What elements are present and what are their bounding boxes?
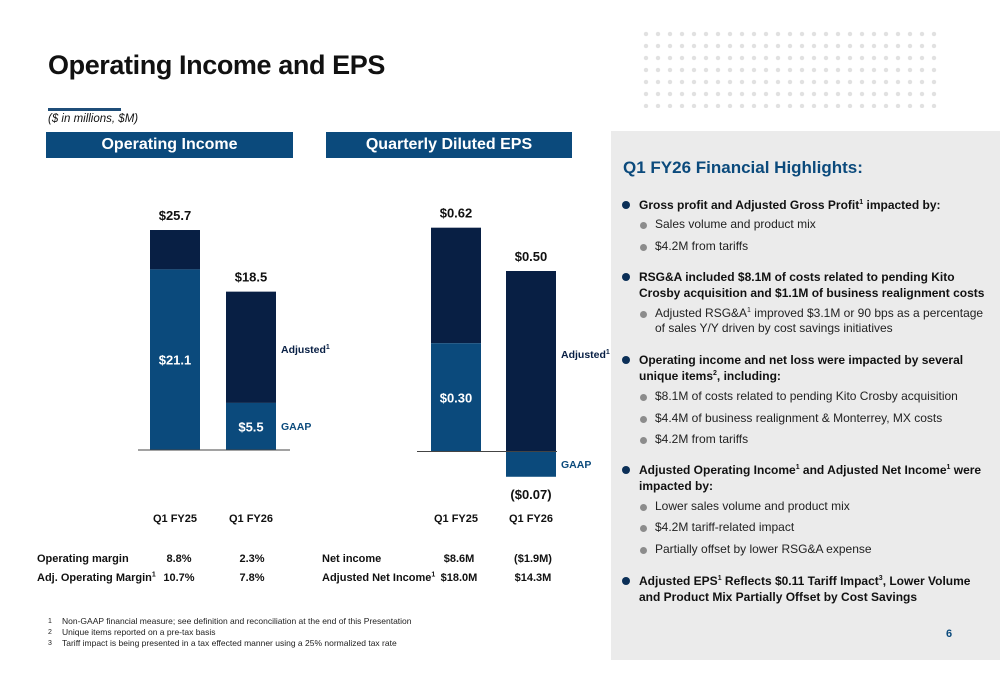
highlight-sub-item-1-0: Adjusted RSG&A1 improved $3.1M or 90 bps… [655, 306, 984, 335]
eps-gaap-label-1: ($0.07) [510, 487, 551, 502]
footnote-text: Tariff impact is being presented in a ta… [62, 638, 397, 648]
highlight-item-0: Gross profit and Adjusted Gross Profit1 … [639, 198, 941, 212]
highlight-bullet [622, 356, 630, 364]
operating-income-banner: Operating Income [46, 132, 293, 158]
highlight-sub-item-0-1: $4.2M from tariffs [655, 239, 749, 253]
highlight-sub-item-0-0: Sales volume and product mix [655, 217, 816, 231]
footnote-2: 2 Unique items reported on a pre-tax basi… [48, 627, 412, 638]
footnote-1: 1 Non-GAAP financial measure; see definit… [48, 616, 412, 627]
highlight-sub-item-3-1: $4.2M tariff-related impact [655, 520, 795, 534]
highlight-bullet [622, 577, 630, 585]
footnote-text: Unique items reported on a pre-tax basis [62, 627, 216, 637]
oi-category-label-0: Q1 FY25 [153, 513, 197, 525]
sub-bullet [640, 244, 647, 251]
footnotes: 1 Non-GAAP financial measure; see definit… [48, 616, 412, 649]
footnote-number: 2 [48, 629, 52, 636]
eps-total-label-0: $0.62 [440, 206, 473, 221]
eps-category-label-0: Q1 FY25 [434, 513, 478, 525]
eps-category-label-1: Q1 FY26 [509, 513, 553, 525]
charts-canvas: $25.7 $21.1 Q1 FY25 $18.5 $5.5 Q1 FY26 Adjuste… [138, 206, 610, 525]
highlight-sub-item-3-2: Partially offset by lower RSG&A expense [655, 542, 872, 556]
op-metric-value-q1fy26-0: 2.3% [239, 553, 265, 565]
highlight-bullet [622, 466, 630, 474]
ni-metric-label-0: Net income [322, 553, 382, 565]
oi-total-label-1: $18.5 [235, 270, 268, 285]
eps-legend-adjusted: Adjusted1 [561, 349, 610, 361]
ni-metric-value-q1fy26-0: ($1.9M) [514, 553, 552, 565]
page-number: 6 [946, 628, 953, 640]
highlight-sub-item-3-0: Lower sales volume and product mix [655, 499, 850, 513]
oi-bar-adjusted-0 [150, 230, 200, 270]
sub-bullet [640, 437, 647, 444]
sub-bullet [640, 311, 647, 318]
ni-metric-value-q1fy26-1: $14.3M [514, 572, 552, 584]
op-metric-value-q1fy26-1: 7.8% [239, 572, 265, 584]
eps-bar-adjusted-1 [506, 271, 556, 452]
oi-total-label-0: $25.7 [159, 208, 192, 223]
sub-bullet [640, 416, 647, 423]
footnote-number: 1 [48, 618, 52, 625]
oi-legend-gaap: GAAP [281, 421, 311, 433]
footnote-3: 3 Tariff impact is being presented in a t… [48, 638, 412, 649]
highlights-title: Q1 FY26 Financial Highlights: [623, 158, 863, 177]
highlight-sub-item-2-0: $8.1M of costs related to pending Kito C… [655, 389, 958, 403]
highlight-sub-item-2-2: $4.2M from tariffs [655, 432, 749, 446]
ni-metric-label-1: Adjusted Net Income1 [322, 571, 436, 584]
oi-bar-gaap-1 [226, 402, 276, 450]
eps-bar-gaap-1 [506, 451, 556, 477]
op-metric-label-1: Adj. Operating Margin1 [37, 571, 156, 584]
highlights-panel: Q1 FY26 Financial Highlights: Gross prof… [611, 131, 1000, 660]
oi-gaap-label-1: $5.5 [238, 419, 263, 434]
eps-total-label-1: $0.50 [515, 249, 548, 264]
subtitle-rule [48, 108, 121, 111]
ni-metric-value-q1fy25-1: $18.0M [440, 572, 478, 584]
footnote-text: Non-GAAP financial measure; see definiti… [62, 616, 412, 626]
footnote-number: 3 [48, 640, 52, 647]
op-metric-label-0: Operating margin [37, 553, 129, 565]
oi-gaap-label-0: $21.1 [159, 353, 192, 368]
oi-category-label-1: Q1 FY26 [229, 513, 273, 525]
highlight-bullet [622, 273, 630, 281]
highlight-item-1: RSG&A included $8.1M of costs related to… [639, 270, 985, 300]
eps-banner: Quarterly Diluted EPS [326, 132, 572, 158]
highlight-sub-item-2-1: $4.4M of business realignment & Monterre… [655, 411, 943, 425]
sub-bullet [640, 547, 647, 554]
oi-bar-adjusted-1 [226, 291, 276, 403]
ni-metric-value-q1fy25-0: $8.6M [443, 553, 475, 565]
sub-bullet [640, 504, 647, 511]
eps-bar-adjusted-0 [431, 227, 481, 344]
eps-gaap-label-0: $0.30 [440, 390, 473, 405]
highlight-item-4: Adjusted EPS1 Reflects $0.11 Tariff Impa… [639, 574, 971, 604]
page-subtitle: ($ in millions, $M) [48, 113, 139, 125]
eps-legend-gaap: GAAP [561, 459, 591, 471]
op-metric-value-q1fy25-0: 8.8% [166, 553, 192, 565]
decorative-dot-pattern [640, 28, 940, 108]
eps-bar-gaap-0 [431, 343, 481, 452]
op-metric-value-q1fy25-1: 10.7% [163, 572, 195, 584]
page-title: Operating Income and EPS [48, 50, 385, 80]
sub-bullet [640, 222, 647, 229]
highlight-item-3: Adjusted Operating Income1 and Adjusted … [639, 463, 982, 493]
highlight-bullet [622, 201, 630, 209]
sub-bullet [640, 525, 647, 532]
sub-bullet [640, 394, 647, 401]
highlight-item-2: Operating income and net loss were impac… [639, 353, 964, 383]
oi-bar-gaap-0 [150, 269, 200, 450]
oi-legend-adjusted: Adjusted1 [281, 344, 330, 356]
